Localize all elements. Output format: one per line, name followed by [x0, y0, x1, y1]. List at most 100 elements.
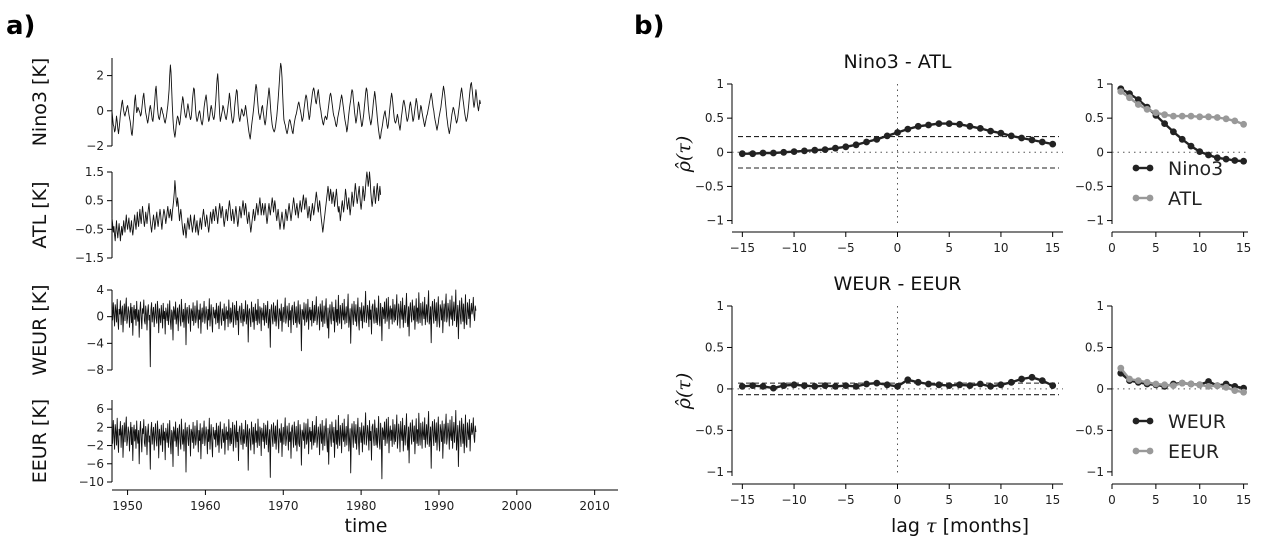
- legend-label: ATL: [1168, 188, 1202, 210]
- data-point: [1231, 157, 1239, 164]
- panel-b-xlabel: lag τ [months]: [891, 515, 1029, 537]
- y-tick-label: −0.5: [1075, 179, 1104, 193]
- data-point: [873, 135, 881, 143]
- y-axis-label: Nino3 [K]: [29, 58, 51, 147]
- data-point: [1152, 380, 1160, 388]
- data-point: [987, 127, 994, 135]
- data-point: [1152, 109, 1160, 117]
- data-point: [1038, 138, 1046, 146]
- panel-a-xlabel: time: [345, 515, 388, 537]
- data-point: [976, 124, 984, 132]
- y-tick-label: −1.5: [75, 251, 104, 265]
- x-tick-label: 5: [1152, 241, 1160, 255]
- y-axis-label: ρ̂(τ): [673, 136, 695, 174]
- data-point: [1205, 383, 1212, 390]
- data-point: [873, 379, 881, 387]
- data-point: [1240, 157, 1247, 165]
- data-point: [790, 381, 798, 389]
- y-tick-label: 4: [96, 283, 104, 297]
- data-point: [883, 381, 891, 389]
- legend-label: Nino3: [1168, 158, 1223, 180]
- data-point: [780, 382, 788, 389]
- y-tick-label: −1: [1086, 214, 1104, 228]
- series-line: [111, 171, 382, 242]
- y-tick-label: −1: [706, 465, 724, 479]
- data-point: [759, 383, 767, 390]
- data-point: [1049, 382, 1057, 389]
- y-tick-label: 0.5: [1085, 340, 1104, 354]
- y-tick-label: −0.5: [695, 179, 724, 193]
- data-point: [894, 383, 901, 390]
- data-point: [852, 383, 860, 390]
- y-tick-label: 1: [716, 77, 724, 91]
- data-point: [1170, 112, 1177, 120]
- x-tick-label: 15: [1236, 241, 1251, 255]
- data-point: [966, 122, 974, 130]
- y-tick-label: −2: [86, 439, 104, 453]
- x-tick-label: −15: [730, 241, 755, 255]
- data-point: [811, 146, 819, 154]
- data-point: [1161, 111, 1168, 119]
- data-point: [1205, 151, 1212, 159]
- x-tick-label: 0: [1108, 241, 1116, 255]
- y-tick-label: 0.5: [705, 340, 724, 354]
- y-tick-label: −1: [1086, 465, 1104, 479]
- data-point: [935, 381, 943, 389]
- x-tick-label: 1990: [424, 499, 455, 513]
- y-tick-label: 1: [716, 299, 724, 313]
- data-point: [1007, 132, 1015, 140]
- data-point: [842, 382, 850, 389]
- data-point: [925, 121, 932, 129]
- y-tick-label: 0.5: [705, 111, 724, 125]
- y-tick-label: −1: [706, 214, 724, 228]
- data-point: [1038, 377, 1046, 384]
- data-point: [770, 384, 777, 392]
- chart-1: −1.5 −0.5 0.5 1.5 ATL [K]: [29, 165, 382, 265]
- data-point: [749, 150, 757, 158]
- legend-label: EEUR: [1168, 441, 1219, 463]
- y-tick-label: 0.5: [85, 194, 104, 208]
- data-point: [904, 376, 912, 384]
- data-point: [966, 382, 974, 389]
- data-point: [759, 149, 767, 157]
- chart-0: −2 0 2 Nino3 [K]: [29, 58, 481, 153]
- data-point: [1196, 113, 1204, 121]
- x-tick-label: 1960: [190, 499, 221, 513]
- data-point: [863, 138, 870, 146]
- data-point: [956, 381, 963, 389]
- data-point: [1222, 115, 1230, 123]
- panel-b-label: b): [634, 11, 665, 41]
- data-point: [811, 383, 819, 390]
- data-point: [1161, 381, 1168, 389]
- data-point: [1018, 375, 1025, 383]
- data-point: [914, 378, 922, 386]
- data-point: [780, 148, 788, 156]
- data-point: [1231, 117, 1239, 125]
- data-point: [1134, 96, 1142, 104]
- xlabel-suffix: [months]: [937, 515, 1029, 537]
- y-tick-label: 2: [96, 420, 104, 434]
- data-point: [1222, 155, 1230, 163]
- x-tick-label: 0: [894, 493, 902, 507]
- y-tick-label: 6: [96, 402, 104, 416]
- data-point: [1134, 101, 1142, 108]
- data-point: [1117, 88, 1125, 95]
- panel-a-label: a): [6, 11, 35, 41]
- x-tick-label: 15: [1236, 493, 1251, 507]
- data-point: [987, 383, 994, 390]
- xlabel-prefix: lag: [891, 515, 926, 537]
- legend-marker: [1146, 164, 1154, 172]
- x-tick-label: 1970: [268, 499, 299, 513]
- plot-area: −2 0 2 Nino3 [K] −1.5 −0.5 0.5 1.5 ATL [K] −8 −4 0 4…: [29, 51, 1251, 513]
- legend-marker: [1132, 447, 1140, 455]
- x-tick-label: −10: [781, 241, 806, 255]
- data-point: [1126, 94, 1133, 102]
- data-point: [1187, 112, 1195, 120]
- x-tick-label: −5: [837, 493, 855, 507]
- x-tick-label: 10: [993, 493, 1008, 507]
- data-point: [1018, 134, 1025, 142]
- data-point: [1143, 105, 1151, 113]
- data-point: [1205, 378, 1212, 385]
- data-point: [1170, 128, 1177, 136]
- data-point: [1117, 364, 1125, 372]
